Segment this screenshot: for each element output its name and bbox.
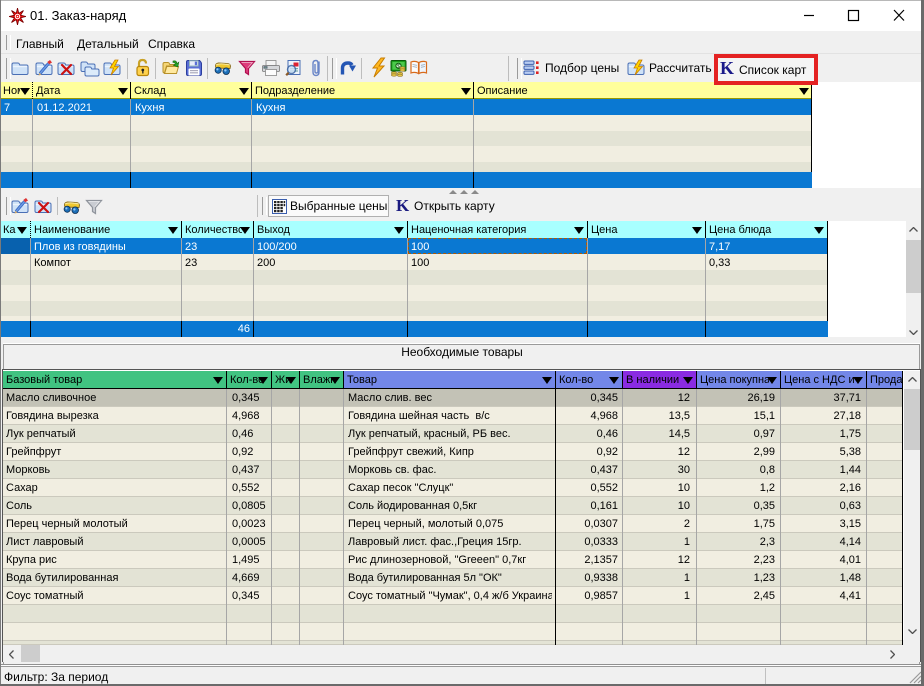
svg-text:$: $ <box>397 64 400 70</box>
